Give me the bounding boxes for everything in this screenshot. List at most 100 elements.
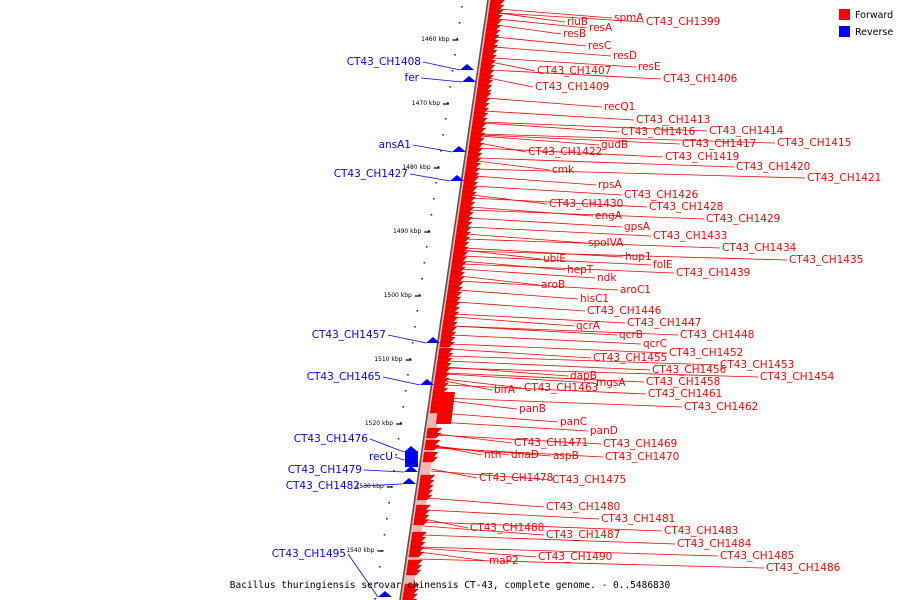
reverse-gene-label[interactable]: CT43_CH1482 [286,480,360,492]
forward-gene-label[interactable]: CT43_CH1480 [546,501,620,513]
forward-gene-label[interactable]: CT43_CH1434 [722,242,797,254]
forward-gene-label[interactable]: mgsA [596,377,626,389]
forward-gene-label[interactable]: gpsA [624,221,651,233]
forward-gene-label[interactable]: panB [519,403,546,415]
forward-gene-label[interactable]: CT43_CH1415 [777,137,851,149]
forward-gene-label[interactable]: CT43_CH1485 [720,550,794,562]
forward-gene-label[interactable]: panD [590,425,618,437]
forward-gene-label[interactable]: CT43_CH1435 [789,254,863,266]
forward-gene-label[interactable]: qcrC [643,338,667,350]
forward-feature-block [416,494,433,501]
forward-gene-label[interactable]: CT43_CH1486 [766,562,841,574]
forward-gene-label[interactable]: CT43_CH1481 [601,513,675,525]
reverse-gene-label[interactable]: CT43_CH1408 [347,56,421,68]
forward-gene-label[interactable]: CT43_CH1487 [546,529,620,541]
reverse-gene-label[interactable]: CT43_CH1427 [334,168,408,180]
forward-gene-label[interactable]: dnaD [511,449,539,461]
reverse-gene-label[interactable]: CT43_CH1479 [288,464,362,476]
forward-gene-label[interactable]: CT43_CH1430 [549,198,623,210]
forward-gene-label[interactable]: CT43_CH1406 [663,73,738,85]
forward-leader-line [461,260,566,271]
forward-gene-label[interactable]: CT43_CH1422 [528,146,602,158]
forward-gene-label[interactable]: CT43_CH1471 [514,437,588,449]
forward-gene-label[interactable]: resE [638,61,661,73]
forward-gene-label[interactable]: CT43_CH1475 [552,474,626,486]
forward-gene-label[interactable]: CT43_CH1454 [760,371,835,383]
forward-gene-label[interactable]: resC [588,40,611,52]
forward-gene-label[interactable]: CT43_CH1462 [684,401,758,413]
forward-gene-label[interactable]: CT43_CH1399 [646,16,720,28]
forward-gene-label[interactable]: CT43_CH1414 [709,125,784,137]
forward-gene-label[interactable]: resB [563,28,586,40]
forward-gene-label[interactable]: aroC1 [620,284,651,296]
forward-gene-label[interactable]: CT43_CH1426 [624,189,699,201]
forward-gene-label[interactable]: CT43_CH1490 [538,551,612,563]
reverse-gene-label[interactable]: recU [369,451,393,463]
forward-gene-label[interactable]: CT43_CH1447 [627,317,701,329]
forward-gene-label[interactable]: hepT [567,264,594,276]
forward-gene-label[interactable]: recQ1 [604,101,635,113]
forward-gene-label[interactable]: CT43_CH1461 [648,388,722,400]
forward-gene-label[interactable]: gudB [601,139,628,151]
forward-gene-label[interactable]: CT43_CH1417 [682,138,756,150]
forward-gene-label[interactable]: CT43_CH1458 [646,376,720,388]
forward-gene-label[interactable]: CT43_CH1413 [636,114,710,126]
forward-gene-label[interactable]: rluB [567,16,588,28]
forward-gene-label[interactable]: dapB [570,370,597,382]
forward-gene-label[interactable]: CT43_CH1455 [593,352,667,364]
forward-gene-label[interactable]: CT43_CH1452 [669,347,743,359]
forward-gene-label[interactable]: engA [595,210,623,222]
forward-gene-label[interactable]: CT43_CH1484 [677,538,752,550]
forward-gene-label[interactable]: CT43_CH1433 [653,230,727,242]
forward-gene-label[interactable]: resA [589,22,613,34]
forward-gene-label[interactable]: rpsA [598,179,622,191]
reverse-gene-label[interactable]: fer [405,72,420,84]
forward-gene-label[interactable]: cmk [552,164,575,176]
forward-gene-label[interactable]: aroB [541,279,565,291]
forward-leader-line [462,255,652,266]
forward-gene-label[interactable]: ndk [597,272,617,284]
forward-gene-label[interactable]: ubiE [543,253,566,265]
reverse-gene-label[interactable]: CT43_CH1495 [272,548,346,560]
forward-gene-label[interactable]: CT43_CH1420 [736,161,810,173]
forward-gene-label[interactable]: CT43_CH1416 [621,126,696,138]
forward-gene-label[interactable]: CT43_CH1453 [720,359,794,371]
forward-gene-label[interactable]: hisC1 [580,293,609,305]
forward-gene-label[interactable]: CT43_CH1448 [680,329,754,341]
forward-gene-label[interactable]: CT43_CH1469 [603,438,677,450]
forward-gene-label[interactable]: CT43_CH1446 [587,305,662,317]
forward-gene-label[interactable]: aspB [553,450,579,462]
forward-gene-label[interactable]: CT43_CH1409 [535,81,609,93]
forward-gene-label[interactable]: spoIVA [588,237,624,249]
forward-feature-block [479,69,495,76]
forward-gene-label[interactable]: CT43_CH1428 [649,201,723,213]
reverse-gene-label[interactable]: ansA1 [379,139,411,151]
reverse-gene-label[interactable]: CT43_CH1476 [294,433,369,445]
forward-gene-label[interactable]: qcrA [576,320,601,332]
reverse-gene-label[interactable]: CT43_CH1457 [312,329,386,341]
forward-gene-label[interactable]: CT43_CH1463 [524,382,598,394]
forward-gene-label[interactable]: nth [484,449,501,461]
forward-gene-label[interactable]: maP2 [489,555,519,567]
forward-gene-label[interactable]: CT43_CH1470 [605,451,679,463]
forward-gene-label[interactable]: CT43_CH1488 [470,522,544,534]
forward-gene-label[interactable]: spmA [614,12,644,24]
forward-gene-label[interactable]: CT43_CH1407 [537,65,611,77]
forward-gene-label[interactable]: CT43_CH1456 [652,364,727,376]
forward-gene-label[interactable]: folE [653,259,673,271]
forward-gene-label[interactable]: CT43_CH1429 [706,213,780,225]
forward-gene-label[interactable]: CT43_CH1478 [479,472,553,484]
forward-gene-label[interactable]: qcrB [619,329,643,341]
forward-gene-label[interactable]: CT43_CH1421 [807,172,881,184]
reverse-gene-label[interactable]: CT43_CH1465 [307,371,381,383]
forward-gene-label[interactable]: birA [494,384,516,396]
forward-gene-label[interactable]: resD [613,50,637,62]
forward-gene-label[interactable]: CT43_CH1483 [664,525,738,537]
forward-gene-label[interactable]: CT43_CH1419 [665,151,739,163]
forward-gene-label[interactable]: CT43_CH1439 [676,267,750,279]
forward-gene-label[interactable]: panC [560,416,587,428]
forward-gene-label[interactable]: hup1 [625,251,652,263]
forward-feature-block [434,377,450,384]
